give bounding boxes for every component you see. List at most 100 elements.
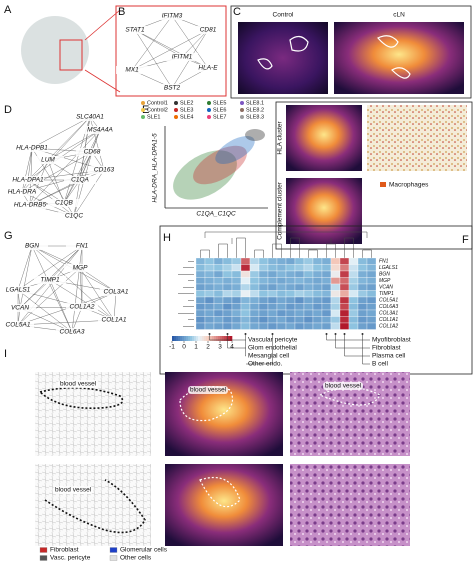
node-bg <box>48 199 80 207</box>
heatmap-cell <box>294 322 305 330</box>
network-a <box>21 16 89 84</box>
heatmap-cell <box>213 303 224 311</box>
heatmap-cell <box>222 290 233 298</box>
heatmap-cell <box>258 264 269 272</box>
image-label: blood vessel <box>55 487 92 494</box>
annotation-label: B cell <box>372 361 388 368</box>
legend-label: Vasc. pericyte <box>50 555 91 561</box>
heatmap-cell <box>204 270 215 278</box>
heatmap-cell <box>321 303 332 311</box>
legend-marker <box>380 182 386 187</box>
heatmap-cell <box>321 283 332 291</box>
heatmap-cell <box>348 257 359 265</box>
colorbar-step <box>216 336 219 341</box>
network-edge <box>49 279 73 333</box>
colorbar-step <box>212 336 215 341</box>
heatmap-cell <box>258 296 269 304</box>
network-edge <box>49 279 115 321</box>
g-node: COL1A1 <box>102 317 127 324</box>
colorbar-step <box>222 336 225 341</box>
heatmap-cell <box>339 257 350 265</box>
colorbar-step <box>180 336 183 341</box>
network-edge <box>113 291 117 321</box>
d-node: C1QC <box>65 213 83 220</box>
heatmap-cell <box>366 264 377 272</box>
heatmap-cell <box>249 303 260 311</box>
label-bg <box>188 386 228 394</box>
hla-image <box>286 105 362 171</box>
heatmap-cell <box>312 270 323 278</box>
panel-label: D <box>4 104 12 116</box>
heatmap-cell <box>231 283 242 291</box>
panel-label: B <box>118 6 125 18</box>
heatmap-cell <box>267 270 278 278</box>
legend-label: SLE7 <box>213 114 226 120</box>
heatmap-cell <box>330 270 341 278</box>
annotation-dot <box>244 333 247 335</box>
colorbar-step <box>226 336 229 341</box>
network-edge <box>71 245 83 333</box>
heatmap-cell <box>330 283 341 291</box>
heatmap-cell <box>240 264 251 272</box>
heatmap-cell <box>222 257 233 265</box>
heatmap-cell <box>294 283 305 291</box>
colorbar-label: 2 <box>206 344 210 351</box>
g-node: COL3A1 <box>104 289 129 296</box>
heatmap-cell <box>240 257 251 265</box>
panel-label: C <box>233 6 241 18</box>
heatmap-cell <box>276 303 287 311</box>
scatter-cloud <box>245 129 265 141</box>
complement-image <box>286 178 362 244</box>
node-bg <box>32 156 64 164</box>
heatmap-cell <box>258 322 269 330</box>
d-node: LUM <box>41 157 55 164</box>
colorbar-step <box>190 336 193 341</box>
heatmap-cell <box>312 290 323 298</box>
heatmap-cell <box>294 316 305 324</box>
heatmap-cell <box>213 296 224 304</box>
network-edge <box>79 151 93 181</box>
heatmap-cell <box>231 264 242 272</box>
annotation-dot <box>343 333 346 335</box>
zoom-line <box>84 9 121 93</box>
heatmap-cell <box>348 316 359 324</box>
heatmap-cell <box>312 316 323 324</box>
panel-c-frame <box>230 5 472 99</box>
legend-marker <box>174 101 178 105</box>
heatmap-cell <box>231 257 242 265</box>
heatmap-cell <box>195 309 206 317</box>
node-bg <box>192 64 224 72</box>
annotation-leader <box>335 333 370 349</box>
panel-label: F <box>462 234 469 246</box>
network-edge <box>181 29 209 58</box>
network-edge <box>29 169 105 206</box>
g-node: COL6A3 <box>60 329 85 336</box>
heatmap-cell <box>267 290 278 298</box>
annotation-label: Plasma cell <box>372 353 406 360</box>
heatmap-cell <box>339 283 350 291</box>
heatmap-cell <box>258 277 269 285</box>
network-edge <box>17 289 73 333</box>
heatmap-cell <box>240 296 251 304</box>
legend-marker <box>174 115 178 119</box>
heatmap-cell <box>231 322 242 330</box>
heatmap-cell <box>357 290 368 298</box>
dendrogram <box>254 249 264 258</box>
heatmap-cell <box>240 290 251 298</box>
heatmap-cell <box>213 257 224 265</box>
network-edge <box>29 179 81 206</box>
annotation-dot <box>271 333 274 335</box>
row-label: BGN <box>379 272 390 278</box>
legend-marker <box>109 555 118 561</box>
heatmap-cell <box>339 309 350 317</box>
heatmap-cell <box>312 309 323 317</box>
node-bg <box>34 276 66 284</box>
legend-label: Macrophages <box>389 182 429 189</box>
panel-label: I <box>4 348 7 360</box>
heatmap-cell <box>285 322 296 330</box>
heatmap-cell <box>312 322 323 330</box>
heatmap-cell <box>330 316 341 324</box>
glom-outline <box>257 35 411 79</box>
label-bg <box>58 380 98 388</box>
